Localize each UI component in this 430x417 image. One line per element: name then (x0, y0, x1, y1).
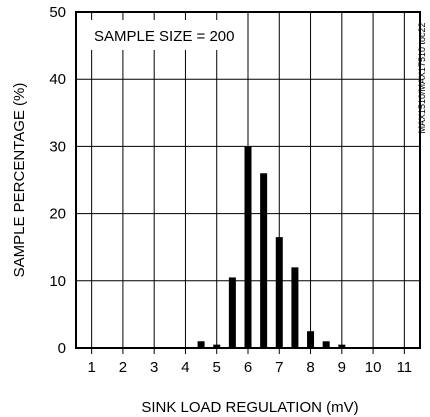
x-tick-label: 8 (306, 359, 314, 376)
histogram-bar (322, 341, 330, 348)
x-tick-label: 5 (213, 359, 221, 376)
annotation-box (86, 20, 240, 50)
histogram-bar (197, 341, 205, 348)
y-tick-label: 0 (58, 340, 66, 357)
y-axis-label: SAMPLE PERCENTAGE (%) (11, 83, 28, 278)
x-tick-label: 10 (365, 359, 382, 376)
x-tick-label: 9 (338, 359, 346, 376)
x-axis-label: SINK LOAD REGULATION (mV) (141, 399, 358, 416)
histogram-bar (228, 277, 236, 348)
histogram-bar (291, 267, 299, 348)
x-tick-labels: 1 2 3 4 5 6 7 8 9 10 11 (87, 359, 412, 376)
x-tick-label: 7 (275, 359, 283, 376)
x-tick-label: 4 (181, 359, 189, 376)
histogram-bar (213, 344, 221, 348)
x-tick-label: 6 (244, 359, 252, 376)
histogram-bar (260, 173, 268, 348)
sample-size-annotation: SAMPLE SIZE = 200 (94, 28, 235, 45)
x-tick-label: 2 (119, 359, 127, 376)
histogram-bar (338, 344, 346, 348)
y-tick-label: 40 (49, 71, 66, 88)
y-tick-labels: 0 10 20 30 40 50 (49, 4, 66, 357)
bars-group (197, 146, 346, 348)
x-tick-label: 11 (397, 359, 413, 376)
histogram-bar (275, 237, 283, 348)
plot-frame (75, 11, 421, 349)
y-tick-label: 50 (49, 4, 66, 21)
y-tick-label: 30 (49, 138, 66, 155)
y-tick-label: 20 (49, 206, 66, 223)
histogram-bar (244, 146, 252, 348)
y-tick-label: 10 (49, 273, 66, 290)
figure-id-label: MAX1510/MAX17510 toc22 (417, 22, 427, 133)
x-tick-label: 3 (150, 359, 158, 376)
x-tick-label: 1 (87, 359, 95, 376)
histogram-bar (307, 331, 315, 348)
